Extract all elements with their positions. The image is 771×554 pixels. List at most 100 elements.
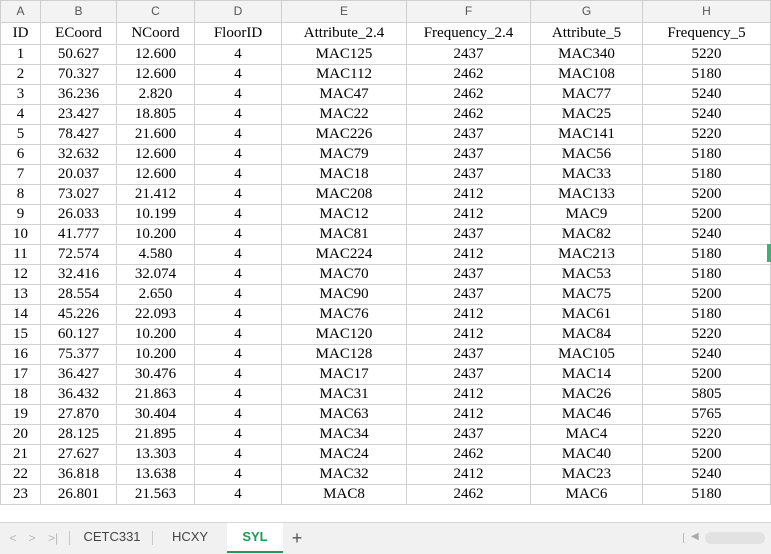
table-cell[interactable]: 28.125 — [40, 424, 117, 445]
table-cell[interactable]: 4 — [194, 124, 282, 145]
table-cell[interactable]: 4 — [194, 404, 282, 425]
table-cell[interactable]: 5180 — [642, 244, 771, 265]
table-cell[interactable]: MAC24 — [281, 444, 407, 465]
table-cell[interactable]: MAC31 — [281, 384, 407, 405]
table-cell[interactable]: 73.027 — [40, 184, 117, 205]
spreadsheet-grid[interactable]: A B C D E F G H ID ECoord NCoord FloorID Attribute_2… — [0, 0, 771, 522]
header-cell[interactable]: NCoord — [116, 22, 195, 45]
table-cell[interactable]: 4 — [194, 84, 282, 105]
table-cell[interactable]: 21.600 — [116, 124, 195, 145]
table-cell[interactable]: 75.377 — [40, 344, 117, 365]
table-cell[interactable]: 2 — [0, 64, 41, 85]
table-cell[interactable]: 4 — [194, 264, 282, 285]
table-cell[interactable]: 5805 — [642, 384, 771, 405]
table-cell[interactable]: 13.638 — [116, 464, 195, 485]
table-cell[interactable]: 27.870 — [40, 404, 117, 425]
table-cell[interactable]: MAC8 — [281, 484, 407, 505]
table-cell[interactable]: 2437 — [406, 284, 531, 305]
column-header[interactable]: A — [0, 0, 41, 23]
table-cell[interactable]: MAC12 — [281, 204, 407, 225]
table-cell[interactable]: 5180 — [642, 304, 771, 325]
table-cell[interactable]: 2412 — [406, 464, 531, 485]
table-cell[interactable]: 5 — [0, 124, 41, 145]
table-cell[interactable]: MAC46 — [530, 404, 643, 425]
table-cell[interactable]: MAC61 — [530, 304, 643, 325]
table-cell[interactable]: MAC133 — [530, 184, 643, 205]
table-cell[interactable]: 2462 — [406, 104, 531, 125]
table-cell[interactable]: 28.554 — [40, 284, 117, 305]
table-cell[interactable]: 4 — [194, 364, 282, 385]
header-cell[interactable]: Frequency_2.4 — [406, 22, 531, 45]
table-cell[interactable]: 2412 — [406, 304, 531, 325]
table-cell[interactable]: 5180 — [642, 484, 771, 505]
table-cell[interactable]: MAC84 — [530, 324, 643, 345]
table-cell[interactable]: 36.432 — [40, 384, 117, 405]
table-cell[interactable]: MAC208 — [281, 184, 407, 205]
table-cell[interactable]: 5220 — [642, 324, 771, 345]
table-cell[interactable]: MAC125 — [281, 44, 407, 65]
table-cell[interactable]: 26.033 — [40, 204, 117, 225]
tab-syl[interactable]: SYL — [227, 523, 283, 553]
table-cell[interactable]: MAC108 — [530, 64, 643, 85]
table-cell[interactable]: 13 — [0, 284, 41, 305]
table-cell[interactable]: 4 — [194, 484, 282, 505]
table-cell[interactable]: 27.627 — [40, 444, 117, 465]
table-cell[interactable]: 21.863 — [116, 384, 195, 405]
table-cell[interactable]: 12.600 — [116, 44, 195, 65]
table-cell[interactable]: MAC340 — [530, 44, 643, 65]
table-cell[interactable]: MAC128 — [281, 344, 407, 365]
table-cell[interactable]: 23 — [0, 484, 41, 505]
table-cell[interactable]: 2437 — [406, 124, 531, 145]
table-cell[interactable]: 2412 — [406, 204, 531, 225]
scroll-left-icon[interactable]: ◀ — [691, 531, 699, 542]
table-cell[interactable]: 2.650 — [116, 284, 195, 305]
table-cell[interactable]: 4.580 — [116, 244, 195, 265]
table-cell[interactable]: 10.199 — [116, 204, 195, 225]
table-cell[interactable]: 36.427 — [40, 364, 117, 385]
table-cell[interactable]: MAC32 — [281, 464, 407, 485]
table-cell[interactable]: 26.801 — [40, 484, 117, 505]
table-cell[interactable]: 4 — [194, 64, 282, 85]
table-cell[interactable]: 32.416 — [40, 264, 117, 285]
table-cell[interactable]: 19 — [0, 404, 41, 425]
table-cell[interactable]: 4 — [194, 164, 282, 185]
table-cell[interactable]: 2462 — [406, 444, 531, 465]
add-sheet-icon[interactable]: + — [291, 528, 303, 548]
table-cell[interactable]: 4 — [194, 324, 282, 345]
table-cell[interactable]: 21.563 — [116, 484, 195, 505]
table-cell[interactable]: 15 — [0, 324, 41, 345]
table-cell[interactable]: 78.427 — [40, 124, 117, 145]
table-cell[interactable]: 10.200 — [116, 344, 195, 365]
table-cell[interactable]: 12.600 — [116, 164, 195, 185]
header-cell[interactable]: ECoord — [40, 22, 117, 45]
table-cell[interactable]: 4 — [194, 344, 282, 365]
header-cell[interactable]: Attribute_2.4 — [281, 22, 407, 45]
table-cell[interactable]: MAC47 — [281, 84, 407, 105]
horizontal-scrollbar[interactable] — [705, 532, 765, 544]
table-cell[interactable]: 5200 — [642, 284, 771, 305]
table-cell[interactable]: MAC63 — [281, 404, 407, 425]
table-cell[interactable]: 72.574 — [40, 244, 117, 265]
table-cell[interactable]: MAC90 — [281, 284, 407, 305]
table-cell[interactable]: 21 — [0, 444, 41, 465]
table-cell[interactable]: 2462 — [406, 84, 531, 105]
table-cell[interactable]: 5220 — [642, 124, 771, 145]
table-cell[interactable]: 17 — [0, 364, 41, 385]
table-cell[interactable]: 2462 — [406, 484, 531, 505]
table-cell[interactable]: MAC14 — [530, 364, 643, 385]
table-cell[interactable]: 5180 — [642, 144, 771, 165]
table-cell[interactable]: 12.600 — [116, 64, 195, 85]
table-cell[interactable]: MAC18 — [281, 164, 407, 185]
table-cell[interactable]: MAC23 — [530, 464, 643, 485]
table-cell[interactable]: 21.895 — [116, 424, 195, 445]
table-cell[interactable]: MAC105 — [530, 344, 643, 365]
column-header[interactable]: B — [40, 0, 117, 23]
tab-cetc331[interactable]: CETC331 — [83, 529, 141, 544]
table-cell[interactable]: 7 — [0, 164, 41, 185]
table-cell[interactable]: 4 — [194, 224, 282, 245]
table-cell[interactable]: 4 — [194, 464, 282, 485]
table-cell[interactable]: MAC6 — [530, 484, 643, 505]
table-cell[interactable]: 30.476 — [116, 364, 195, 385]
table-cell[interactable]: 20 — [0, 424, 41, 445]
table-cell[interactable]: 2437 — [406, 144, 531, 165]
